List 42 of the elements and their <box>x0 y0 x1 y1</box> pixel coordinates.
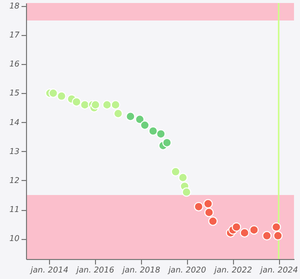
point <box>178 172 188 182</box>
y-tick-label: 12 <box>9 176 20 185</box>
point <box>156 129 166 139</box>
x-tick-label: jan. 2024 <box>259 266 298 274</box>
point <box>135 114 144 124</box>
point <box>182 187 192 197</box>
point <box>56 91 66 101</box>
x-tick-label: jan. 2020 <box>167 266 206 274</box>
point <box>126 112 136 122</box>
point <box>194 202 204 212</box>
point <box>249 225 259 235</box>
y-tick-label: 15 <box>9 88 20 98</box>
y-tick-label: 10 <box>9 234 20 244</box>
point <box>240 228 250 238</box>
point <box>140 120 150 130</box>
y-tick-label: 13 <box>9 146 20 156</box>
point <box>204 208 214 218</box>
x-tick-label: jan. 2016 <box>76 266 114 274</box>
point <box>102 100 112 110</box>
point <box>80 100 90 110</box>
point <box>110 100 120 110</box>
y-tick-label: 18 <box>9 1 20 10</box>
x-tick-label: jan. 2014 <box>30 266 68 274</box>
point <box>272 222 282 232</box>
point <box>72 97 82 107</box>
point <box>262 231 272 240</box>
y-tick-label: 14 <box>9 118 20 127</box>
point <box>162 138 172 148</box>
point <box>273 231 283 240</box>
point <box>148 126 158 136</box>
y-tick-label: 17 <box>9 30 20 40</box>
y-tick-label: 16 <box>9 60 20 69</box>
y-tick-label: 11 <box>9 205 20 214</box>
point <box>232 222 242 232</box>
point <box>48 88 58 98</box>
point <box>203 199 213 208</box>
x-tick-label: jan. 2018 <box>122 266 160 274</box>
point <box>90 100 100 110</box>
point <box>113 108 123 118</box>
x-tick-label: jan. 2022 <box>213 266 252 274</box>
point <box>170 167 180 176</box>
point <box>208 216 218 226</box>
